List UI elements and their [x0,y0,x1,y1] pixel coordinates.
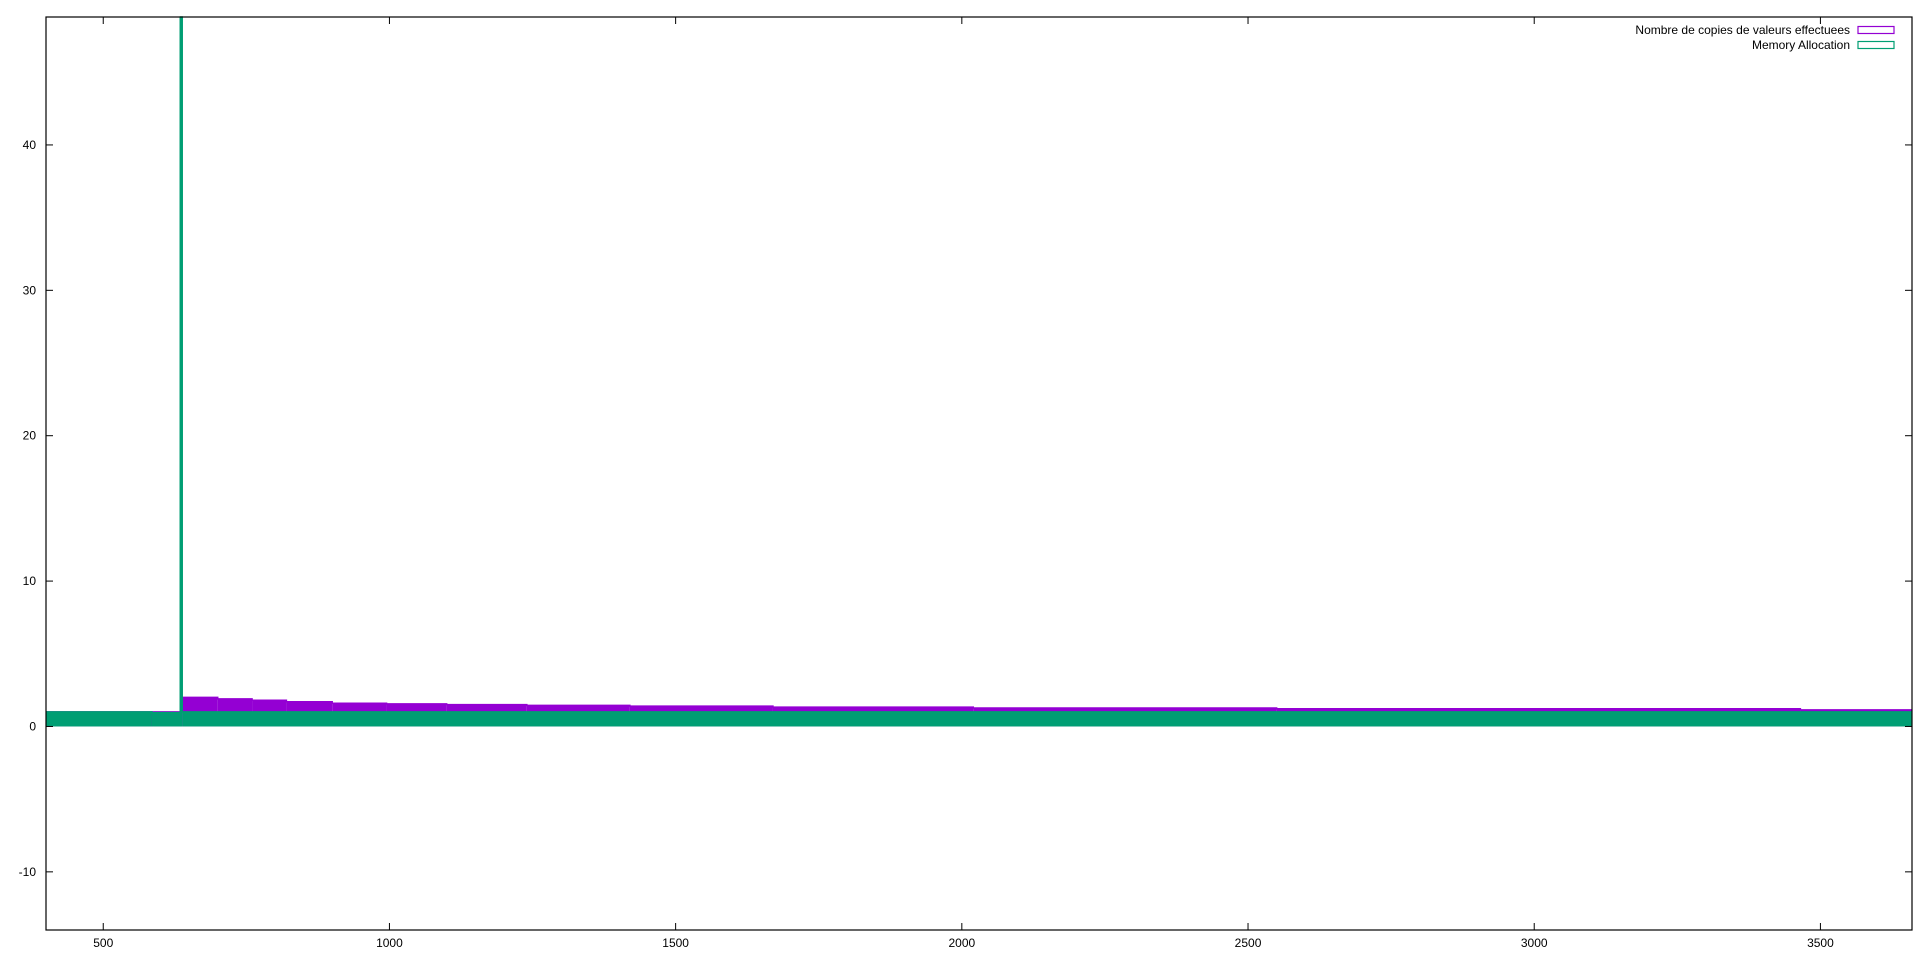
legend-swatch-copies [1857,25,1895,35]
x-tick-label: 2000 [948,936,975,950]
series-memory-step [46,711,152,727]
series-memory-line [46,16,1912,714]
y-tick-label: -10 [19,865,37,879]
y-tick-label: 30 [23,283,37,297]
x-tick-label: 500 [93,936,113,950]
series-layer [46,16,1913,727]
x-tick-label: 1500 [662,936,689,950]
series-memory-step [151,712,181,727]
legend-label-copies: Nombre de copies de valeurs effectuees [1635,23,1850,37]
y-tick-label: 40 [23,138,37,152]
plot-frame [45,16,1913,931]
legend-swatch-memory [1857,40,1895,50]
x-tick-label: 3500 [1807,936,1834,950]
axes-layer: 500 1000 1500 2000 2500 3000 3500 -10 0 10 20 30 40 [19,16,1913,950]
series-memory-step [182,711,1913,727]
y-tick-label: 10 [23,574,37,588]
y-tick-label: 0 [29,719,36,733]
legend-label-memory: Memory Allocation [1752,38,1850,52]
x-tick-label: 2500 [1235,936,1262,950]
y-tick-label: 20 [23,429,37,443]
x-tick-label: 3000 [1521,936,1548,950]
legend: Nombre de copies de valeurs effectueesMe… [1635,23,1895,52]
series-copies-line [46,696,1912,713]
x-tick-label: 1000 [376,936,403,950]
